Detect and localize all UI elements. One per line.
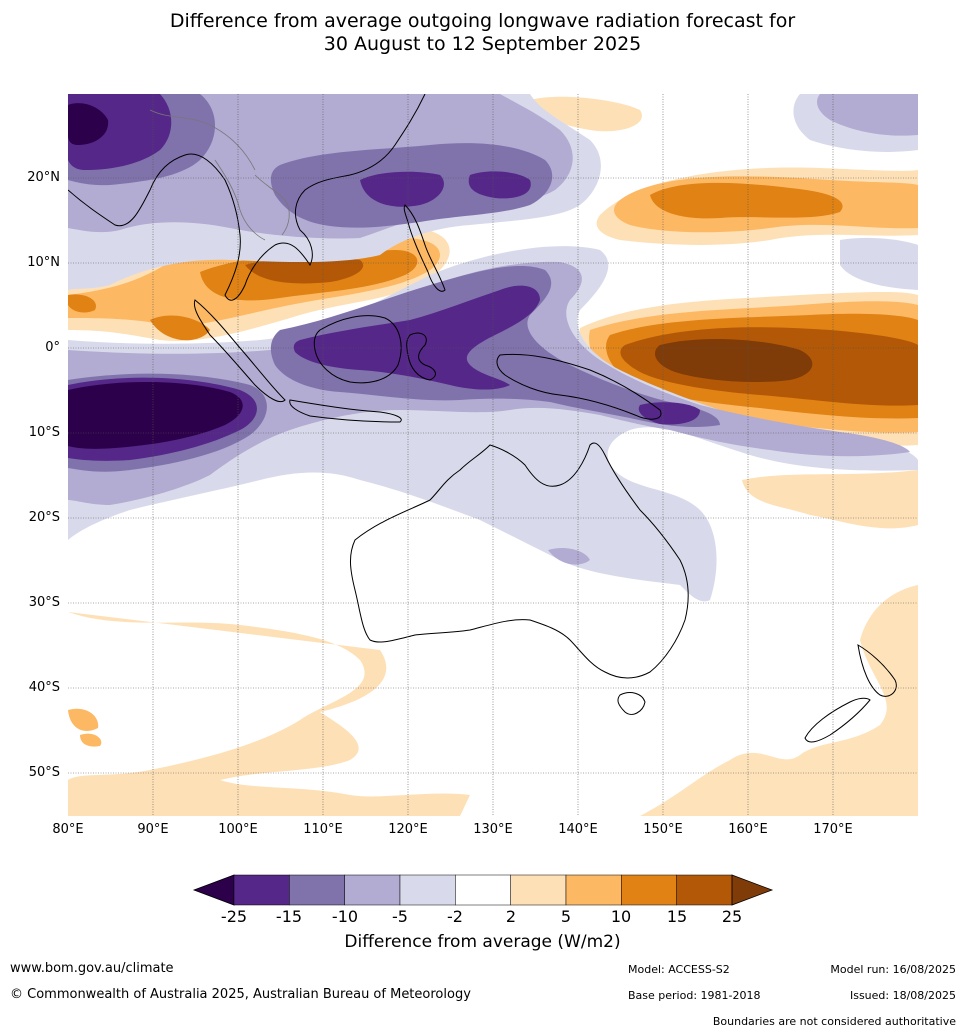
java-coastline: [289, 399, 402, 423]
lon-label-80e: 80°E: [52, 822, 84, 837]
lon-label-100e: 100°E: [218, 822, 258, 837]
colorbar-label: Difference from average (W/m2): [344, 932, 621, 952]
country-boundaries: [149, 109, 290, 241]
new-zealand-coastline: [804, 644, 897, 743]
colorbar-segment: [399, 874, 456, 906]
lon-label-160e: 160°E: [728, 822, 768, 837]
colorbar-segment: [565, 874, 622, 906]
asia-mainland-coastline: [68, 94, 426, 301]
colorbar-segment: [344, 874, 401, 906]
colorbar-segment: [233, 874, 290, 906]
footer-model: Model: ACCESS-S2: [628, 963, 730, 976]
colorbar-tick: -5: [392, 907, 408, 926]
lat-label-40s: 40°S: [28, 680, 60, 695]
anomaly-contours-extreme-negative: [68, 103, 243, 449]
colorbar-tick: -15: [275, 907, 303, 926]
gridlines: [68, 94, 918, 816]
title-line-1: Difference from average outgoing longwav…: [169, 10, 796, 32]
colorbar-tick: 10: [610, 907, 632, 926]
colorbar-tick: 2: [505, 907, 517, 926]
lat-label-30s: 30°S: [28, 595, 60, 610]
colorbar: [192, 874, 774, 906]
lat-label-10n: 10°N: [27, 255, 60, 270]
new-guinea-coastline: [496, 353, 662, 420]
colorbar-tick: -2: [447, 907, 463, 926]
lon-label-170e: 170°E: [813, 822, 853, 837]
anomaly-contour-extreme-positive: [655, 338, 813, 383]
lon-label-120e: 120°E: [388, 822, 428, 837]
australia-coastline: [350, 442, 689, 679]
sulawesi-coastline: [406, 332, 436, 381]
lon-label-110e: 110°E: [303, 822, 343, 837]
lon-label-90e: 90°E: [137, 822, 169, 837]
colorbar-tick: 5: [560, 907, 572, 926]
footer-model-run: Model run: 16/08/2025: [830, 963, 956, 976]
colorbar-segment: [676, 874, 733, 906]
borneo-coastline: [313, 315, 402, 384]
coastlines: [68, 94, 897, 743]
colorbar-segment: [510, 874, 567, 906]
lat-label-20n: 20°N: [27, 170, 60, 185]
colorbar-tick: -25: [220, 907, 248, 926]
lon-label-150e: 150°E: [643, 822, 683, 837]
sumatra-coastline: [193, 299, 286, 403]
colorbar-segment: [621, 874, 677, 906]
lon-label-140e: 140°E: [558, 822, 598, 837]
title-line-2: 30 August to 12 September 2025: [323, 33, 642, 55]
lat-label-50s: 50°S: [28, 765, 60, 780]
map-title: Difference from average outgoing longwav…: [0, 10, 965, 56]
lat-label-0: 0°: [45, 340, 60, 355]
colorbar-segment: [289, 874, 345, 906]
footer-website[interactable]: www.bom.gov.au/climate: [10, 961, 174, 976]
footer-issued: Issued: 18/08/2025: [849, 989, 956, 1002]
map-plot-area: [68, 94, 918, 816]
lat-label-20s: 20°S: [28, 510, 60, 525]
colorbar-segment: [455, 874, 511, 906]
colorbar-extend-low: [192, 874, 235, 906]
lat-label-10s: 10°S: [28, 425, 60, 440]
colorbar-tick: 15: [666, 907, 688, 926]
philippines-coastline: [403, 204, 446, 292]
colorbar-tick: -10: [331, 907, 359, 926]
lon-label-130e: 130°E: [473, 822, 513, 837]
colorbar-extend-high: [731, 874, 774, 906]
colorbar-tick: 25: [721, 907, 743, 926]
footer-copyright: © Commonwealth of Australia 2025, Austra…: [10, 987, 471, 1002]
tasmania-coastline: [617, 692, 646, 715]
footer-base-period: Base period: 1981-2018: [628, 989, 761, 1002]
footer-disclaimer: Boundaries are not considered authoritat…: [712, 1015, 956, 1028]
